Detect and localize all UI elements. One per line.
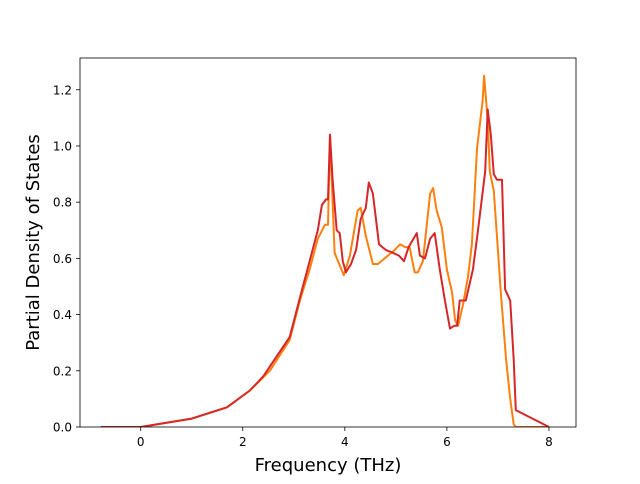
- y-tick-label: 0.6: [53, 252, 72, 266]
- y-tick-label: 0.0: [53, 421, 72, 435]
- x-axis-label: Frequency (THz): [255, 455, 402, 476]
- y-tick-label: 1.0: [53, 139, 72, 153]
- y-tick-label: 1.2: [53, 83, 72, 97]
- x-tick-label: 2: [239, 435, 247, 449]
- x-axis-ticks: 0 2 4 6 8: [137, 427, 553, 449]
- x-tick-label: 4: [341, 435, 349, 449]
- y-tick-label: 0.2: [53, 364, 72, 378]
- y-axis-label: Partial Density of States: [23, 134, 44, 351]
- y-tick-label: 0.4: [53, 308, 72, 322]
- series-orange-line: [100, 74, 549, 427]
- axes-frame: [79, 57, 577, 428]
- y-axis-ticks: 0.0 0.2 0.4 0.6 0.8 1.0 1.2: [53, 83, 80, 435]
- x-tick-label: 6: [443, 435, 451, 449]
- x-tick-label: 8: [545, 435, 553, 449]
- y-tick-label: 0.8: [53, 196, 72, 210]
- series-layer: [100, 74, 550, 427]
- x-tick-label: 0: [137, 435, 145, 449]
- series-red-line: [100, 108, 550, 427]
